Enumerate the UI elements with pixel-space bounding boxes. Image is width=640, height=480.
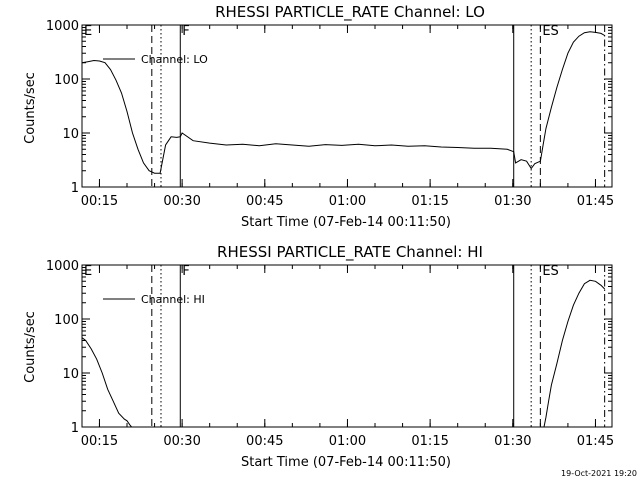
footer-timestamp: 19-Oct-2021 19:20 bbox=[561, 469, 637, 478]
x-axis-label: Start Time (07-Feb-14 00:11:50) bbox=[241, 215, 451, 230]
panel-hi: RHESSI PARTICLE_RATE Channel: HI Counts/… bbox=[23, 243, 614, 470]
x-axis-label: Start Time (07-Feb-14 00:11:50) bbox=[241, 455, 451, 470]
y-tick-label: 10 bbox=[62, 127, 79, 142]
marker-label: E bbox=[84, 264, 92, 279]
x-tick-label: 01:00 bbox=[329, 194, 366, 209]
plot-frame bbox=[81, 264, 613, 428]
series-line bbox=[543, 279, 606, 428]
legend: Channel: LO bbox=[103, 53, 208, 66]
marker-label: ES bbox=[542, 264, 558, 279]
x-tick-label: 00:45 bbox=[246, 194, 283, 209]
x-tick-label: 01:45 bbox=[577, 434, 614, 449]
y-tick-label: 1000 bbox=[46, 19, 79, 34]
x-tick-label: 01:30 bbox=[494, 434, 531, 449]
x-ticks: 00:15 00:30 00:45 01:00 01:15 01:30 01:45 bbox=[81, 265, 614, 449]
marker-label: F bbox=[182, 24, 189, 39]
marker-lines: E F ES bbox=[81, 24, 606, 187]
plot-frame bbox=[81, 24, 613, 188]
series-layer bbox=[81, 31, 605, 174]
y-tick-label: 100 bbox=[54, 73, 79, 88]
x-tick-label: 01:30 bbox=[494, 194, 531, 209]
x-tick-label: 00:15 bbox=[81, 194, 118, 209]
y-ticks: 1 10 100 1000 bbox=[46, 259, 612, 436]
marker-label: F bbox=[182, 264, 189, 279]
y-ticks: 1 10 100 1000 bbox=[46, 19, 612, 196]
marker-label: E bbox=[84, 24, 92, 39]
chart-title: RHESSI PARTICLE_RATE Channel: HI bbox=[217, 243, 483, 262]
legend-entry: Channel: LO bbox=[141, 53, 208, 66]
marker-label: ES bbox=[542, 24, 558, 39]
y-tick-label: 1 bbox=[71, 181, 79, 196]
y-axis-label: Counts/sec bbox=[23, 311, 38, 383]
marker-lines: E F ES bbox=[81, 264, 606, 427]
x-tick-label: 01:15 bbox=[411, 434, 448, 449]
x-tick-label: 01:15 bbox=[411, 194, 448, 209]
x-tick-label: 01:00 bbox=[329, 434, 366, 449]
chart-title: RHESSI PARTICLE_RATE Channel: LO bbox=[215, 3, 485, 22]
y-axis-label: Counts/sec bbox=[23, 72, 38, 144]
series-line bbox=[81, 337, 132, 428]
y-tick-label: 1000 bbox=[46, 259, 79, 274]
y-tick-label: 1 bbox=[71, 421, 79, 436]
x-tick-label: 00:30 bbox=[163, 434, 200, 449]
legend: Channel: HI bbox=[103, 293, 205, 306]
legend-entry: Channel: HI bbox=[141, 293, 205, 306]
x-ticks: 00:15 00:30 00:45 01:00 01:15 01:30 01:45 bbox=[81, 25, 614, 209]
series-layer bbox=[81, 279, 606, 428]
y-tick-label: 10 bbox=[62, 367, 79, 382]
x-tick-label: 00:30 bbox=[163, 194, 200, 209]
x-tick-label: 00:45 bbox=[246, 434, 283, 449]
x-tick-label: 00:15 bbox=[81, 434, 118, 449]
panel-lo: RHESSI PARTICLE_RATE Channel: LO Counts/… bbox=[23, 3, 614, 230]
series-line bbox=[81, 31, 605, 174]
y-tick-label: 100 bbox=[54, 313, 79, 328]
x-tick-label: 01:45 bbox=[577, 194, 614, 209]
